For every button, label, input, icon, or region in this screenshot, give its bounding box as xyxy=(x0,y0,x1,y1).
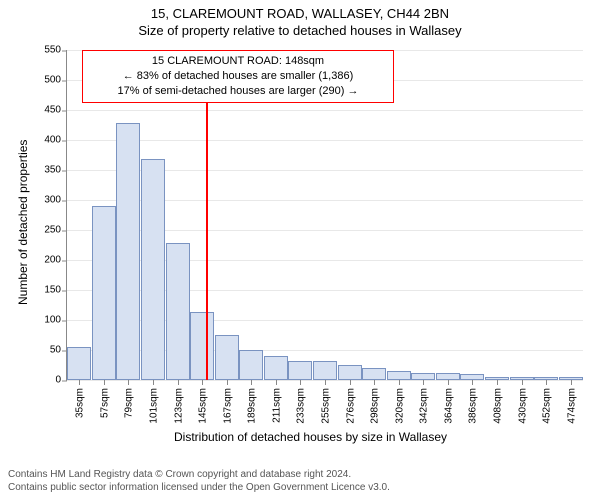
x-tick-label: 364sqm xyxy=(441,388,454,424)
x-tick-mark xyxy=(423,380,424,385)
x-tick-label: 123sqm xyxy=(171,388,184,424)
x-tick-mark xyxy=(399,380,400,385)
x-tick-label: 386sqm xyxy=(466,388,479,424)
histogram-bar xyxy=(387,371,411,380)
x-tick-mark xyxy=(128,380,129,385)
y-tick-label: 500 xyxy=(44,75,67,86)
x-tick-label: 255sqm xyxy=(319,388,332,424)
x-tick-mark xyxy=(300,380,301,385)
x-tick-label: 276sqm xyxy=(343,388,356,424)
x-tick-mark xyxy=(325,380,326,385)
x-tick-mark xyxy=(276,380,277,385)
x-tick-label: 408sqm xyxy=(491,388,504,424)
histogram-bar xyxy=(215,335,239,380)
x-tick-mark xyxy=(202,380,203,385)
histogram-bar xyxy=(92,206,116,380)
histogram-bar xyxy=(362,368,386,380)
callout-line: ← 83% of detached houses are smaller (1,… xyxy=(91,69,385,84)
x-tick-label: 167sqm xyxy=(220,388,233,424)
callout-box: 15 CLAREMOUNT ROAD: 148sqm ← 83% of deta… xyxy=(82,50,394,103)
x-tick-label: 35sqm xyxy=(73,388,86,418)
x-tick-label: 452sqm xyxy=(540,388,553,424)
gridline xyxy=(67,110,583,111)
x-tick-mark xyxy=(448,380,449,385)
x-tick-mark xyxy=(472,380,473,385)
x-tick-label: 189sqm xyxy=(245,388,258,424)
histogram-bar xyxy=(166,243,190,380)
page-title: 15, CLAREMOUNT ROAD, WALLASEY, CH44 2BN xyxy=(0,0,600,21)
x-tick-label: 298sqm xyxy=(368,388,381,424)
y-tick-label: 450 xyxy=(44,105,67,116)
y-tick-label: 200 xyxy=(44,255,67,266)
histogram-bar xyxy=(338,365,362,380)
gridline xyxy=(67,140,583,141)
histogram-bar xyxy=(67,347,91,380)
x-tick-label: 233sqm xyxy=(294,388,307,424)
y-tick-label: 150 xyxy=(44,285,67,296)
x-tick-label: 430sqm xyxy=(515,388,528,424)
x-tick-label: 79sqm xyxy=(122,388,135,418)
x-tick-mark xyxy=(571,380,572,385)
y-tick-label: 300 xyxy=(44,195,67,206)
histogram-bar xyxy=(116,123,140,380)
footer-text: Contains HM Land Registry data © Crown c… xyxy=(8,468,390,494)
histogram-bar xyxy=(436,373,460,380)
y-tick-label: 250 xyxy=(44,225,67,236)
page-subtitle: Size of property relative to detached ho… xyxy=(0,21,600,38)
histogram-bar xyxy=(190,312,214,380)
y-tick-label: 50 xyxy=(50,345,67,356)
x-tick-label: 342sqm xyxy=(417,388,430,424)
x-tick-label: 101sqm xyxy=(147,388,160,424)
footer-line: Contains public sector information licen… xyxy=(8,481,390,494)
x-tick-mark xyxy=(546,380,547,385)
x-tick-label: 320sqm xyxy=(392,388,405,424)
x-tick-mark xyxy=(178,380,179,385)
x-tick-mark xyxy=(251,380,252,385)
x-tick-mark xyxy=(374,380,375,385)
x-tick-label: 474sqm xyxy=(564,388,577,424)
x-tick-label: 145sqm xyxy=(196,388,209,424)
x-tick-mark xyxy=(227,380,228,385)
histogram-bar xyxy=(264,356,288,380)
x-tick-mark xyxy=(497,380,498,385)
callout-line: 17% of semi-detached houses are larger (… xyxy=(91,84,385,99)
chart-container: 15, CLAREMOUNT ROAD, WALLASEY, CH44 2BN … xyxy=(0,0,600,500)
x-tick-mark xyxy=(79,380,80,385)
x-tick-label: 211sqm xyxy=(269,388,282,423)
x-tick-mark xyxy=(350,380,351,385)
histogram-bar xyxy=(239,350,263,380)
callout-line: 15 CLAREMOUNT ROAD: 148sqm xyxy=(91,54,385,69)
histogram-bar xyxy=(288,361,312,380)
x-tick-label: 57sqm xyxy=(97,388,110,418)
histogram-bar xyxy=(313,361,337,380)
x-tick-mark xyxy=(522,380,523,385)
y-tick-label: 400 xyxy=(44,135,67,146)
x-tick-mark xyxy=(153,380,154,385)
footer-line: Contains HM Land Registry data © Crown c… xyxy=(8,468,390,481)
x-tick-mark xyxy=(104,380,105,385)
y-tick-label: 100 xyxy=(44,315,67,326)
y-tick-label: 350 xyxy=(44,165,67,176)
y-axis-label: Number of detached properties xyxy=(16,140,30,305)
y-tick-label: 550 xyxy=(44,45,67,56)
y-tick-label: 0 xyxy=(55,375,67,386)
histogram-bar xyxy=(141,159,165,380)
histogram-bar xyxy=(411,373,435,380)
x-axis-label: Distribution of detached houses by size … xyxy=(174,430,447,444)
